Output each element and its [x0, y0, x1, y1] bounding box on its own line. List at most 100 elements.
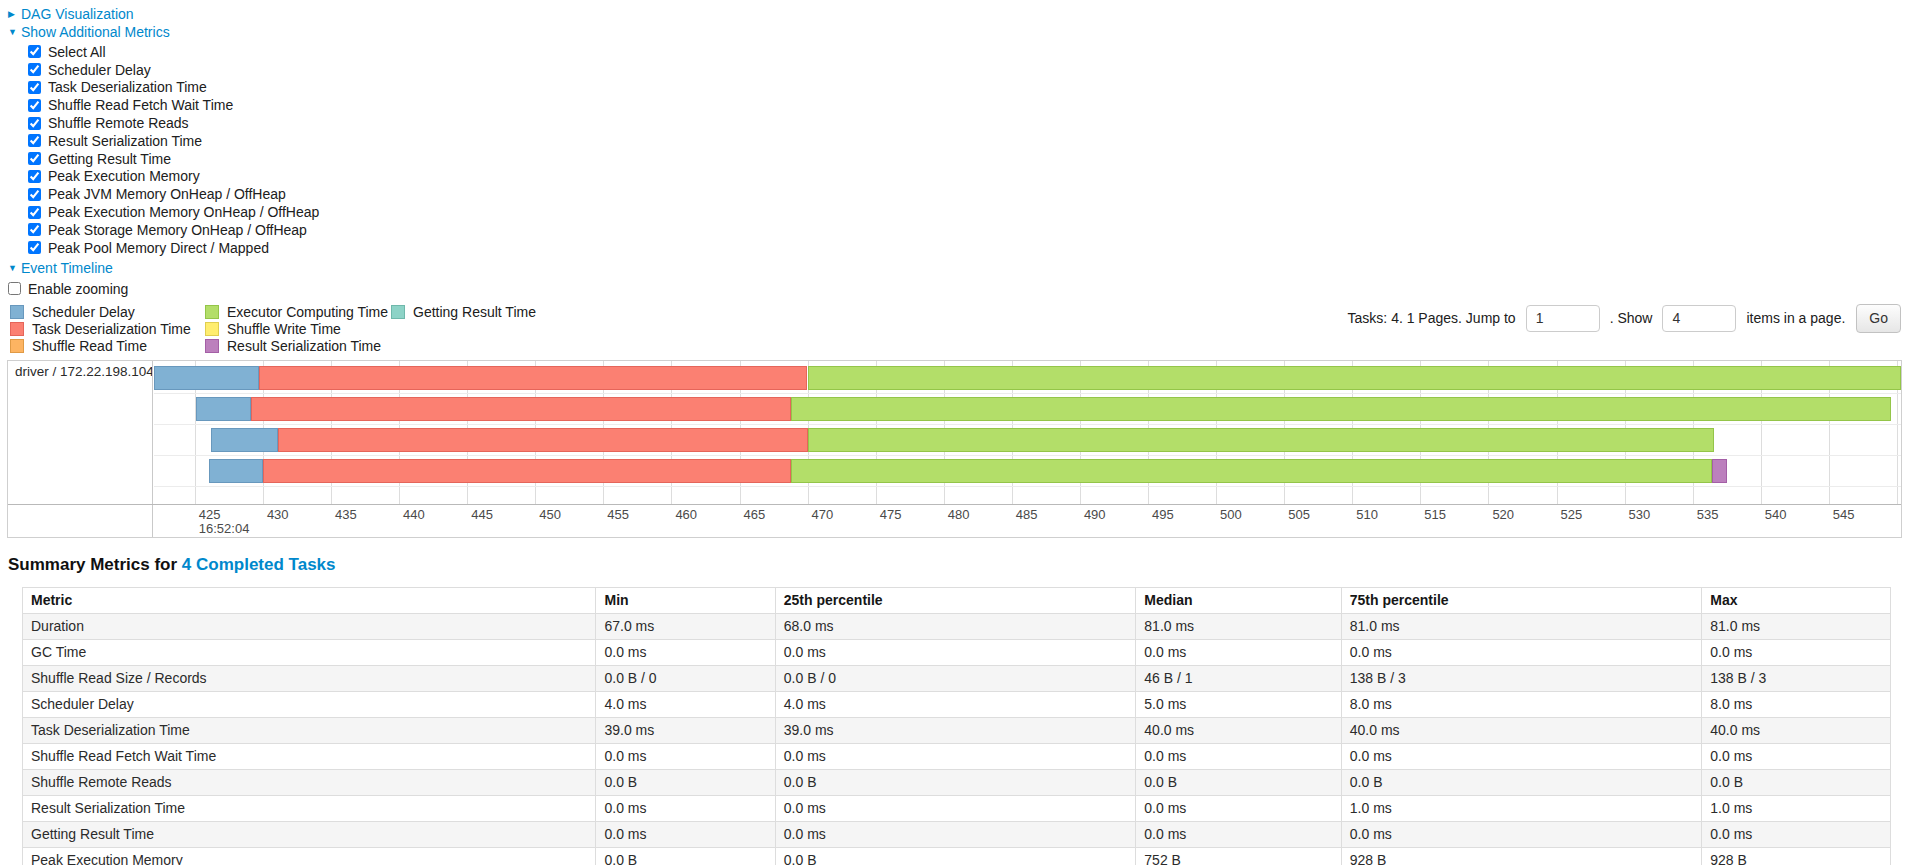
dag-visualization-toggle[interactable]: ▶ DAG Visualization [8, 5, 134, 23]
metric-value-cell: 0.0 B / 0 [775, 665, 1136, 691]
metric-checkbox[interactable] [28, 223, 41, 236]
metric-name-cell: Getting Result Time [23, 821, 596, 847]
metric-checkbox[interactable] [28, 170, 41, 183]
metric-value-cell: 4.0 ms [775, 691, 1136, 717]
metric-value-cell: 0.0 ms [1702, 821, 1891, 847]
event-timeline-toggle[interactable]: ▼ Event Timeline [8, 259, 113, 277]
metric-checkbox-item: Shuffle Remote Reads [28, 114, 1907, 132]
metric-value-cell: 928 B [1702, 847, 1891, 865]
metric-value-cell: 81.0 ms [1341, 613, 1702, 639]
axis-tick-label: 450 [539, 507, 561, 522]
metric-checkbox[interactable] [28, 81, 41, 94]
task-bar-scheduler-delay-segment[interactable] [209, 459, 264, 483]
metric-value-cell: 0.0 ms [775, 795, 1136, 821]
pager-mid-text: . Show [1610, 310, 1653, 326]
metric-value-cell: 1.0 ms [1341, 795, 1702, 821]
metric-checkbox-label: Scheduler Delay [48, 62, 151, 78]
task-bar-task-deserialization-segment[interactable] [278, 428, 808, 452]
metric-name-cell: Shuffle Read Size / Records [23, 665, 596, 691]
task-bar-result-serialization-segment[interactable] [1712, 459, 1727, 483]
metric-checkbox[interactable] [28, 134, 41, 147]
summary-metrics-table: MetricMin25th percentileMedian75th perce… [22, 587, 1891, 865]
metric-checkbox[interactable] [28, 152, 41, 165]
summary-column-header: Max [1702, 587, 1891, 613]
enable-zooming-checkbox[interactable] [8, 282, 21, 295]
legend-label: Scheduler Delay [32, 304, 135, 320]
task-bar-executor-computing-segment[interactable] [791, 397, 1891, 421]
metric-value-cell: 1.0 ms [1702, 795, 1891, 821]
metric-name-cell: Scheduler Delay [23, 691, 596, 717]
axis-tick-label: 435 [335, 507, 357, 522]
legend-item: Result Serialization Time [205, 338, 391, 355]
task-bar-executor-computing-segment[interactable] [808, 366, 1901, 390]
legend-item: Shuffle Write Time [205, 321, 391, 338]
task-bar-task-deserialization-segment[interactable] [263, 459, 791, 483]
metric-value-cell: 39.0 ms [596, 717, 775, 743]
metric-value-cell: 8.0 ms [1341, 691, 1702, 717]
task-bar-executor-computing-segment[interactable] [791, 459, 1712, 483]
task-bar-scheduler-delay-segment[interactable] [196, 397, 251, 421]
show-additional-metrics-toggle[interactable]: ▼ Show Additional Metrics [8, 23, 170, 41]
legend-label: Shuffle Read Time [32, 338, 147, 354]
metric-name-cell: Shuffle Remote Reads [23, 769, 596, 795]
chevron-down-icon: ▼ [8, 27, 21, 37]
legend-column: Scheduler DelayTask Deserialization Time… [10, 304, 205, 355]
metric-checkbox[interactable] [28, 241, 41, 254]
summary-column-header: Metric [23, 587, 596, 613]
jump-to-page-input[interactable] [1526, 305, 1600, 332]
metric-value-cell: 0.0 B [1341, 769, 1702, 795]
metric-checkbox[interactable] [28, 188, 41, 201]
result-serialization-color-swatch-icon [205, 339, 219, 353]
metric-value-cell: 928 B [1341, 847, 1702, 865]
metric-checkbox[interactable] [28, 99, 41, 112]
metric-name-cell: Shuffle Read Fetch Wait Time [23, 743, 596, 769]
axis-tick-label: 540 [1765, 507, 1787, 522]
metric-checkbox[interactable] [28, 45, 41, 58]
task-bar-scheduler-delay-segment[interactable] [211, 428, 278, 452]
go-button[interactable]: Go [1856, 304, 1901, 333]
row-separator-line [154, 393, 1901, 394]
metric-name-cell: Duration [23, 613, 596, 639]
items-per-page-input[interactable] [1662, 305, 1736, 332]
summary-table-row: Shuffle Remote Reads0.0 B0.0 B0.0 B0.0 B… [23, 769, 1891, 795]
axis-tick-label: 500 [1220, 507, 1242, 522]
task-bar-executor-computing-segment[interactable] [808, 428, 1715, 452]
metric-name-cell: Task Deserialization Time [23, 717, 596, 743]
metric-value-cell: 68.0 ms [775, 613, 1136, 639]
completed-tasks-link[interactable]: 4 Completed Tasks [182, 555, 336, 574]
axis-tick-label: 480 [948, 507, 970, 522]
legend-item: Scheduler Delay [10, 304, 205, 321]
enable-zooming-option: Enable zooming [8, 280, 1907, 298]
summary-table-header-row: MetricMin25th percentileMedian75th perce… [23, 587, 1891, 613]
metric-checkbox[interactable] [28, 63, 41, 76]
legend-item: Getting Result Time [391, 304, 536, 321]
timeline-plot-area [154, 361, 1901, 505]
summary-table-row: Duration67.0 ms68.0 ms81.0 ms81.0 ms81.0… [23, 613, 1891, 639]
timeline-header: Scheduler DelayTask Deserialization Time… [10, 304, 1901, 355]
legend-item: Shuffle Read Time [10, 338, 205, 355]
metric-value-cell: 0.0 ms [775, 743, 1136, 769]
metric-checkbox[interactable] [28, 117, 41, 130]
legend-column: Executor Computing TimeShuffle Write Tim… [205, 304, 391, 355]
dag-visualization-label: DAG Visualization [21, 6, 134, 22]
axis-tick-label: 485 [1016, 507, 1038, 522]
axis-tick-label: 530 [1629, 507, 1651, 522]
enable-zooming-label: Enable zooming [28, 281, 128, 297]
task-bar-task-deserialization-segment[interactable] [259, 366, 808, 390]
metric-value-cell: 752 B [1136, 847, 1341, 865]
metric-checkbox-item: Scheduler Delay [28, 61, 1907, 79]
metric-checkbox[interactable] [28, 206, 41, 219]
summary-table-row: Peak Execution Memory0.0 B0.0 B752 B928 … [23, 847, 1891, 865]
row-separator-line [154, 486, 1901, 487]
summary-metrics-heading: Summary Metrics for 4 Completed Tasks [8, 555, 1907, 575]
metric-value-cell: 0.0 ms [596, 821, 775, 847]
task-bar-task-deserialization-segment[interactable] [251, 397, 792, 421]
event-timeline-chart: driver / 172.22.198.104 4254304354404454… [7, 360, 1902, 538]
metric-value-cell: 0.0 B [775, 769, 1136, 795]
task-bar-scheduler-delay-segment[interactable] [154, 366, 259, 390]
metric-checkbox-item: Peak JVM Memory OnHeap / OffHeap [28, 185, 1907, 203]
legend-label: Result Serialization Time [227, 338, 381, 354]
axis-tick-label: 505 [1288, 507, 1310, 522]
metric-value-cell: 40.0 ms [1136, 717, 1341, 743]
metric-checkbox-item: Peak Execution Memory [28, 168, 1907, 186]
